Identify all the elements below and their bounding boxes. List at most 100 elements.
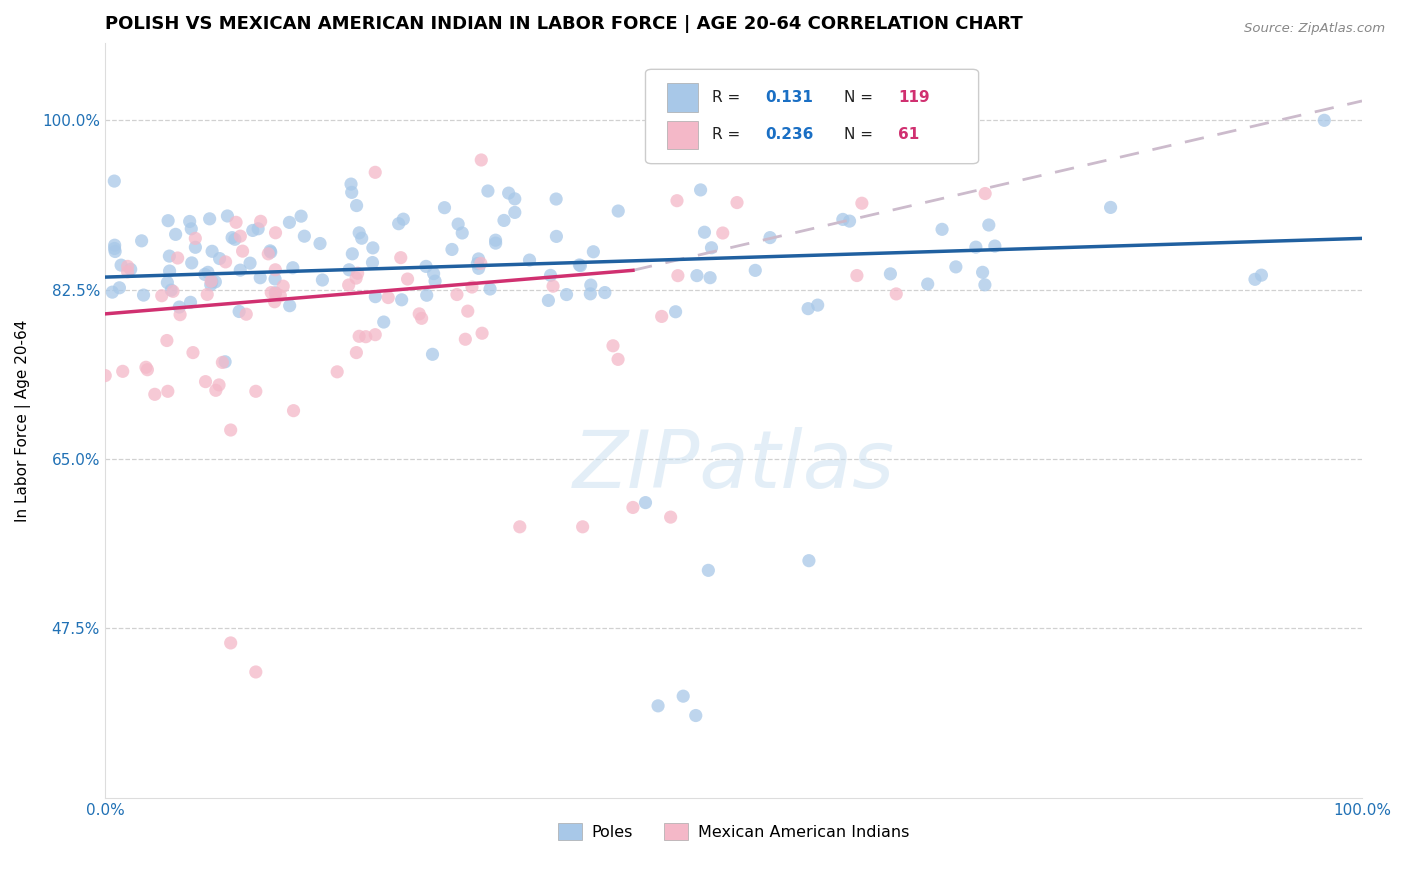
Point [470, 256, 492, 270]
Point [845, 268, 868, 283]
Point [263, 294, 285, 309]
Point [260, 245, 283, 260]
Point [568, 258, 591, 272]
Point [686, 268, 709, 283]
Text: 61: 61 [898, 128, 920, 143]
Point [179, 214, 201, 228]
Point [269, 288, 291, 302]
Point [415, 260, 437, 274]
Point [440, 243, 463, 257]
Point [945, 260, 967, 274]
Point [160, 283, 183, 297]
Point [156, 384, 179, 399]
Point [807, 298, 830, 312]
Point [422, 267, 444, 281]
Point [423, 274, 446, 288]
Point [271, 279, 294, 293]
Point [292, 229, 315, 244]
Point [249, 214, 271, 228]
Point [479, 282, 502, 296]
Text: 0.236: 0.236 [765, 128, 813, 143]
Point [498, 186, 520, 200]
Point [150, 289, 173, 303]
Point [180, 222, 202, 236]
Point [555, 287, 578, 301]
Point [180, 256, 202, 270]
Point [503, 192, 526, 206]
Text: N =: N = [844, 128, 877, 143]
Point [264, 272, 287, 286]
Point [309, 236, 332, 251]
Point [221, 230, 243, 244]
Point [972, 265, 994, 279]
Point [546, 229, 568, 244]
Point [477, 184, 499, 198]
Y-axis label: In Labor Force | Age 20-64: In Labor Force | Age 20-64 [15, 319, 31, 522]
Point [484, 233, 506, 247]
Text: R =: R = [711, 128, 745, 143]
Point [364, 165, 387, 179]
Point [117, 265, 139, 279]
Point [361, 241, 384, 255]
Text: 119: 119 [898, 90, 929, 104]
Point [697, 563, 720, 577]
Point [689, 183, 711, 197]
Point [198, 211, 221, 226]
Point [169, 308, 191, 322]
Point [666, 194, 689, 208]
Point [347, 226, 370, 240]
Point [101, 285, 124, 300]
Point [211, 355, 233, 369]
Point [422, 347, 444, 361]
Point [446, 287, 468, 301]
Point [157, 213, 180, 227]
Point [467, 261, 489, 276]
Point [156, 276, 179, 290]
Point [984, 239, 1007, 253]
Point [546, 192, 568, 206]
Point [711, 226, 734, 240]
Point [831, 212, 853, 227]
Point [111, 364, 134, 378]
Point [1250, 268, 1272, 282]
Point [582, 244, 605, 259]
Point [264, 286, 287, 301]
Point [797, 554, 820, 568]
Legend: Poles, Mexican American Indians: Poles, Mexican American Indians [551, 816, 915, 847]
Point [214, 355, 236, 369]
Point [245, 665, 267, 679]
Point [1313, 113, 1336, 128]
Point [281, 260, 304, 275]
Point [201, 275, 224, 289]
Point [103, 174, 125, 188]
Point [391, 293, 413, 307]
Point [415, 288, 437, 302]
Point [264, 285, 287, 300]
Text: ZIPatlas: ZIPatlas [572, 426, 894, 505]
Point [465, 257, 488, 271]
Point [346, 266, 368, 280]
Point [228, 304, 250, 318]
Point [278, 215, 301, 229]
Point [117, 260, 139, 274]
Point [245, 384, 267, 399]
Point [195, 287, 218, 301]
Point [340, 186, 363, 200]
Point [699, 270, 721, 285]
Point [239, 256, 262, 270]
Point [537, 293, 560, 308]
Point [224, 232, 246, 246]
Point [408, 307, 430, 321]
Point [235, 307, 257, 321]
Point [290, 209, 312, 223]
Point [744, 263, 766, 277]
Point [973, 277, 995, 292]
Point [340, 177, 363, 191]
Point [1099, 201, 1122, 215]
Point [264, 262, 287, 277]
Point [1244, 272, 1267, 286]
Point [179, 295, 201, 310]
Point [311, 273, 333, 287]
Point [470, 153, 492, 167]
Point [260, 285, 283, 300]
